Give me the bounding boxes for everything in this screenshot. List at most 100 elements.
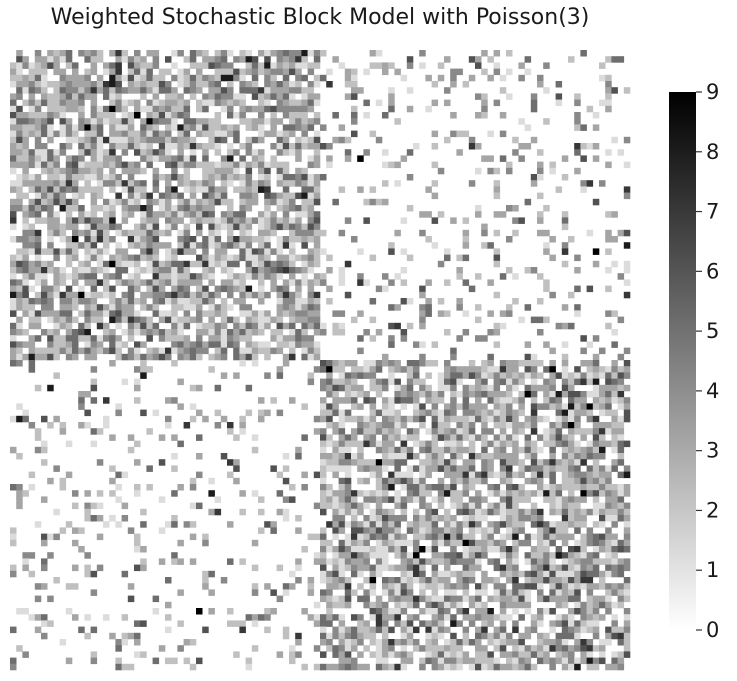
heatmap-cell: [605, 552, 612, 559]
heatmap-cell: [90, 136, 98, 144]
heatmap-cell: [165, 186, 172, 193]
heatmap-cell: [518, 527, 525, 534]
heatmap-cell: [456, 570, 463, 578]
heatmap-cell: [65, 99, 73, 107]
heatmap-cell: [258, 236, 265, 243]
heatmap-cell: [623, 471, 631, 479]
heatmap-cell: [444, 527, 451, 534]
heatmap-cell: [543, 87, 550, 94]
heatmap-cell: [96, 167, 104, 175]
heatmap-cell: [388, 360, 395, 367]
heatmap-cell: [475, 56, 482, 63]
heatmap-cell: [16, 136, 23, 144]
heatmap-cell: [456, 68, 463, 76]
heatmap-cell: [152, 211, 160, 218]
heatmap-cell: [65, 186, 73, 193]
heatmap-cell: [444, 366, 451, 373]
heatmap-cell: [295, 205, 302, 212]
heatmap-cell: [369, 521, 377, 528]
heatmap-cell: [592, 564, 600, 572]
heatmap-cell: [468, 143, 476, 150]
heatmap-cell: [499, 521, 507, 528]
heatmap-cell: [574, 626, 581, 634]
heatmap-cell: [171, 118, 178, 125]
heatmap-cell: [444, 539, 451, 547]
heatmap-cell: [493, 453, 501, 460]
heatmap-cell: [537, 614, 544, 621]
heatmap-cell: [196, 384, 203, 392]
heatmap-cell: [382, 112, 389, 119]
heatmap-cell: [481, 229, 488, 237]
heatmap-cell: [574, 304, 581, 311]
heatmap-cell: [158, 496, 166, 503]
heatmap-cell: [196, 50, 203, 57]
heatmap-cell: [431, 546, 439, 553]
heatmap-cell: [301, 471, 308, 479]
heatmap-cell: [338, 267, 346, 274]
heatmap-cell: [320, 459, 327, 466]
heatmap-cell: [34, 130, 42, 138]
heatmap-cell: [165, 112, 172, 119]
heatmap-cell: [599, 577, 606, 584]
heatmap-cell: [357, 248, 364, 255]
heatmap-cell: [487, 130, 494, 138]
heatmap-cell: [270, 267, 277, 274]
heatmap-cell: [239, 205, 246, 212]
heatmap-cell: [617, 56, 625, 63]
heatmap-cell: [22, 490, 29, 497]
heatmap-cell: [561, 645, 569, 652]
heatmap-cell: [307, 186, 315, 193]
heatmap-cell: [16, 341, 23, 348]
heatmap-cell: [444, 589, 451, 596]
heatmap-cell: [16, 161, 23, 169]
heatmap-cell: [437, 422, 445, 429]
heatmap-cell: [605, 310, 612, 317]
heatmap-cell: [431, 161, 439, 169]
heatmap-cell: [561, 657, 569, 665]
heatmap-cell: [251, 198, 259, 206]
heatmap-cell: [468, 446, 476, 454]
heatmap-cell: [623, 384, 631, 392]
heatmap-cell: [475, 515, 482, 522]
heatmap-cell: [16, 260, 23, 268]
heatmap-cell: [84, 310, 91, 317]
heatmap-cell: [171, 74, 178, 82]
heatmap-cell: [555, 99, 563, 107]
heatmap-cell: [332, 384, 339, 392]
heatmap-cell: [351, 81, 358, 88]
heatmap-cell: [363, 360, 370, 367]
heatmap-cell: [512, 409, 519, 417]
heatmap-cell: [518, 471, 525, 479]
heatmap-cell: [96, 304, 104, 311]
heatmap-cell: [338, 614, 346, 621]
heatmap-cell: [462, 477, 470, 485]
heatmap-cell: [34, 186, 42, 193]
heatmap-cell: [270, 68, 277, 76]
heatmap-cell: [152, 56, 160, 63]
heatmap-cell: [512, 471, 519, 479]
heatmap-cell: [202, 242, 209, 249]
heatmap-cell: [115, 118, 122, 125]
heatmap-cell: [431, 360, 439, 367]
heatmap-cell: [382, 589, 389, 596]
heatmap-cell: [313, 74, 321, 82]
heatmap-cell: [549, 484, 556, 491]
heatmap-cell: [388, 378, 395, 386]
heatmap-cell: [90, 229, 98, 237]
heatmap-cell: [121, 87, 129, 94]
heatmap-cell: [53, 112, 60, 119]
heatmap-cell: [382, 663, 389, 671]
heatmap-cell: [599, 99, 606, 107]
heatmap-cell: [202, 174, 209, 181]
heatmap-cell: [196, 291, 203, 299]
heatmap-cell: [96, 564, 104, 572]
heatmap-cell: [605, 471, 612, 479]
heatmap-cell: [270, 316, 277, 324]
heatmap-cell: [220, 254, 228, 262]
heatmap-cell: [555, 639, 563, 646]
heatmap-cell: [617, 626, 625, 634]
heatmap-cell: [264, 99, 271, 107]
heatmap-cell: [512, 378, 519, 386]
heatmap-cell: [28, 614, 36, 621]
heatmap-cell: [202, 298, 209, 305]
